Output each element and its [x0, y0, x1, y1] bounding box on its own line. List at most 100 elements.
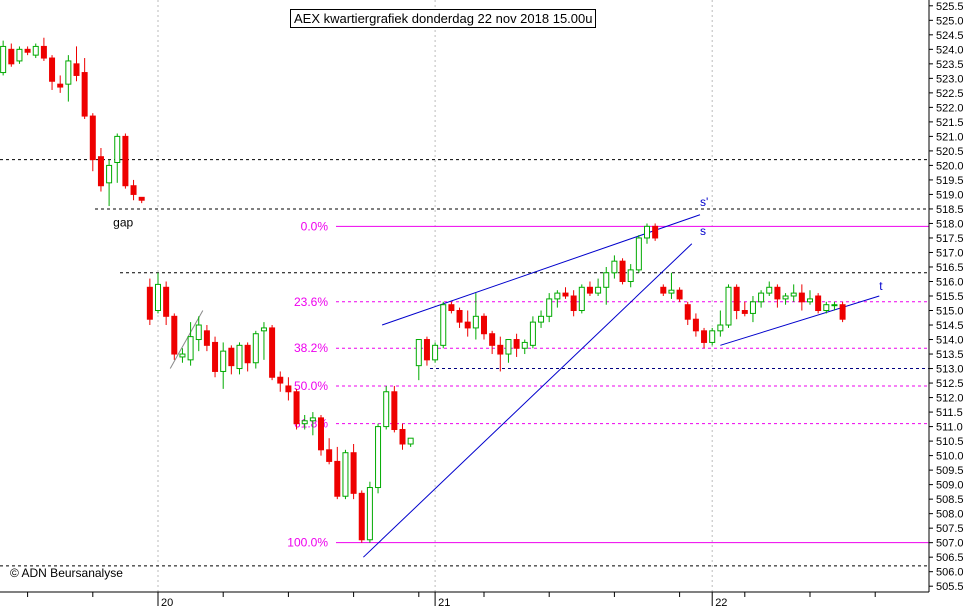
- candle: [782, 293, 789, 305]
- candle-body: [839, 304, 846, 320]
- y-tick-label: 523.5: [936, 59, 964, 71]
- candle-body: [741, 310, 748, 314]
- candle-body: [407, 437, 414, 445]
- candle: [334, 446, 341, 500]
- candle-body: [562, 292, 569, 297]
- y-tick-label: 511.0: [936, 422, 963, 434]
- y-tick-label: 508.5: [936, 494, 964, 506]
- candle-body: [220, 350, 227, 372]
- candle-body: [554, 292, 561, 300]
- x-tick-label: 20: [161, 597, 173, 609]
- x-tick-label: 21: [438, 597, 450, 609]
- candle-body: [774, 286, 781, 300]
- candle-body: [260, 327, 267, 332]
- candle-body: [815, 295, 822, 312]
- candle-body: [652, 225, 659, 239]
- candle: [187, 322, 194, 366]
- candle-body: [326, 449, 333, 462]
- candle: [676, 287, 683, 302]
- candle: [570, 290, 577, 317]
- candle-body: [318, 417, 324, 451]
- candle: [155, 272, 161, 314]
- candle-body: [709, 330, 716, 343]
- candle: [538, 310, 545, 328]
- candle-body: [578, 286, 585, 312]
- y-tick-label: 517.0: [936, 247, 964, 259]
- candle: [481, 313, 487, 340]
- fib-level-label: 50.0%: [294, 379, 328, 393]
- y-tick-label: 519.0: [936, 189, 964, 201]
- candle-body: [179, 353, 186, 358]
- candle: [497, 336, 504, 372]
- chart-title-box: AEX kwartiergrafiek donderdag 22 nov 201…: [290, 9, 597, 28]
- candle-body: [749, 301, 756, 314]
- candle-body: [81, 72, 88, 117]
- candle-body: [831, 304, 838, 307]
- candle-body: [481, 315, 487, 335]
- candle-body: [570, 295, 577, 312]
- candle-body: [692, 318, 699, 332]
- y-tick-label: 518.5: [936, 204, 964, 216]
- candle: [586, 281, 593, 296]
- candle: [244, 342, 251, 372]
- y-tick-label: 525.5: [936, 1, 964, 13]
- candle-body: [489, 333, 496, 346]
- y-tick-label: 525.0: [936, 15, 964, 27]
- y-tick-label: 515.5: [936, 291, 964, 303]
- candle-body: [228, 347, 235, 367]
- candle-body: [807, 298, 813, 303]
- candle-body: [366, 487, 373, 541]
- candle-body: [423, 339, 430, 361]
- y-tick-label: 522.0: [936, 102, 964, 114]
- candle: [73, 46, 80, 82]
- candle-body: [375, 426, 382, 489]
- candle: [432, 342, 439, 363]
- candle: [448, 301, 455, 314]
- y-tick-label: 509.5: [936, 465, 964, 477]
- candle: [831, 301, 838, 311]
- candle-body: [391, 391, 398, 430]
- candle-body: [619, 260, 626, 282]
- candle-body: [717, 324, 724, 332]
- candle: [81, 58, 88, 119]
- candle-body: [252, 333, 259, 364]
- candle-body: [32, 45, 39, 56]
- y-tick-label: 522.5: [936, 88, 964, 100]
- trendline: [363, 243, 693, 558]
- candle: [195, 316, 202, 352]
- candle: [644, 223, 650, 244]
- candle: [0, 40, 7, 76]
- candle: [293, 388, 300, 430]
- candle: [595, 278, 602, 296]
- candle: [839, 301, 846, 323]
- candle-body: [350, 452, 357, 494]
- candle: [578, 284, 585, 314]
- y-tick-label: 506.0: [936, 567, 964, 579]
- y-tick-label: 511.5: [936, 407, 963, 419]
- candle-body: [611, 260, 618, 274]
- candle: [521, 339, 528, 355]
- candle: [269, 325, 276, 381]
- y-tick-label: 516.5: [936, 262, 964, 274]
- candle-body: [285, 385, 292, 393]
- candle: [619, 258, 626, 285]
- chart-annotation: t: [879, 279, 883, 293]
- candle: [505, 339, 512, 363]
- candle-body: [16, 48, 23, 62]
- candle: [741, 301, 748, 317]
- candle-body: [595, 286, 602, 294]
- candle-body: [586, 286, 593, 294]
- candle: [106, 159, 113, 207]
- candle-body: [65, 60, 72, 85]
- candle: [318, 414, 324, 456]
- candle: [375, 423, 382, 494]
- candle: [114, 133, 121, 183]
- candle: [236, 342, 243, 375]
- candle-body: [464, 321, 471, 329]
- candle: [146, 278, 153, 326]
- y-tick-label: 514.0: [936, 335, 964, 347]
- candle: [24, 46, 31, 56]
- candle: [350, 444, 357, 500]
- candle: [220, 342, 227, 389]
